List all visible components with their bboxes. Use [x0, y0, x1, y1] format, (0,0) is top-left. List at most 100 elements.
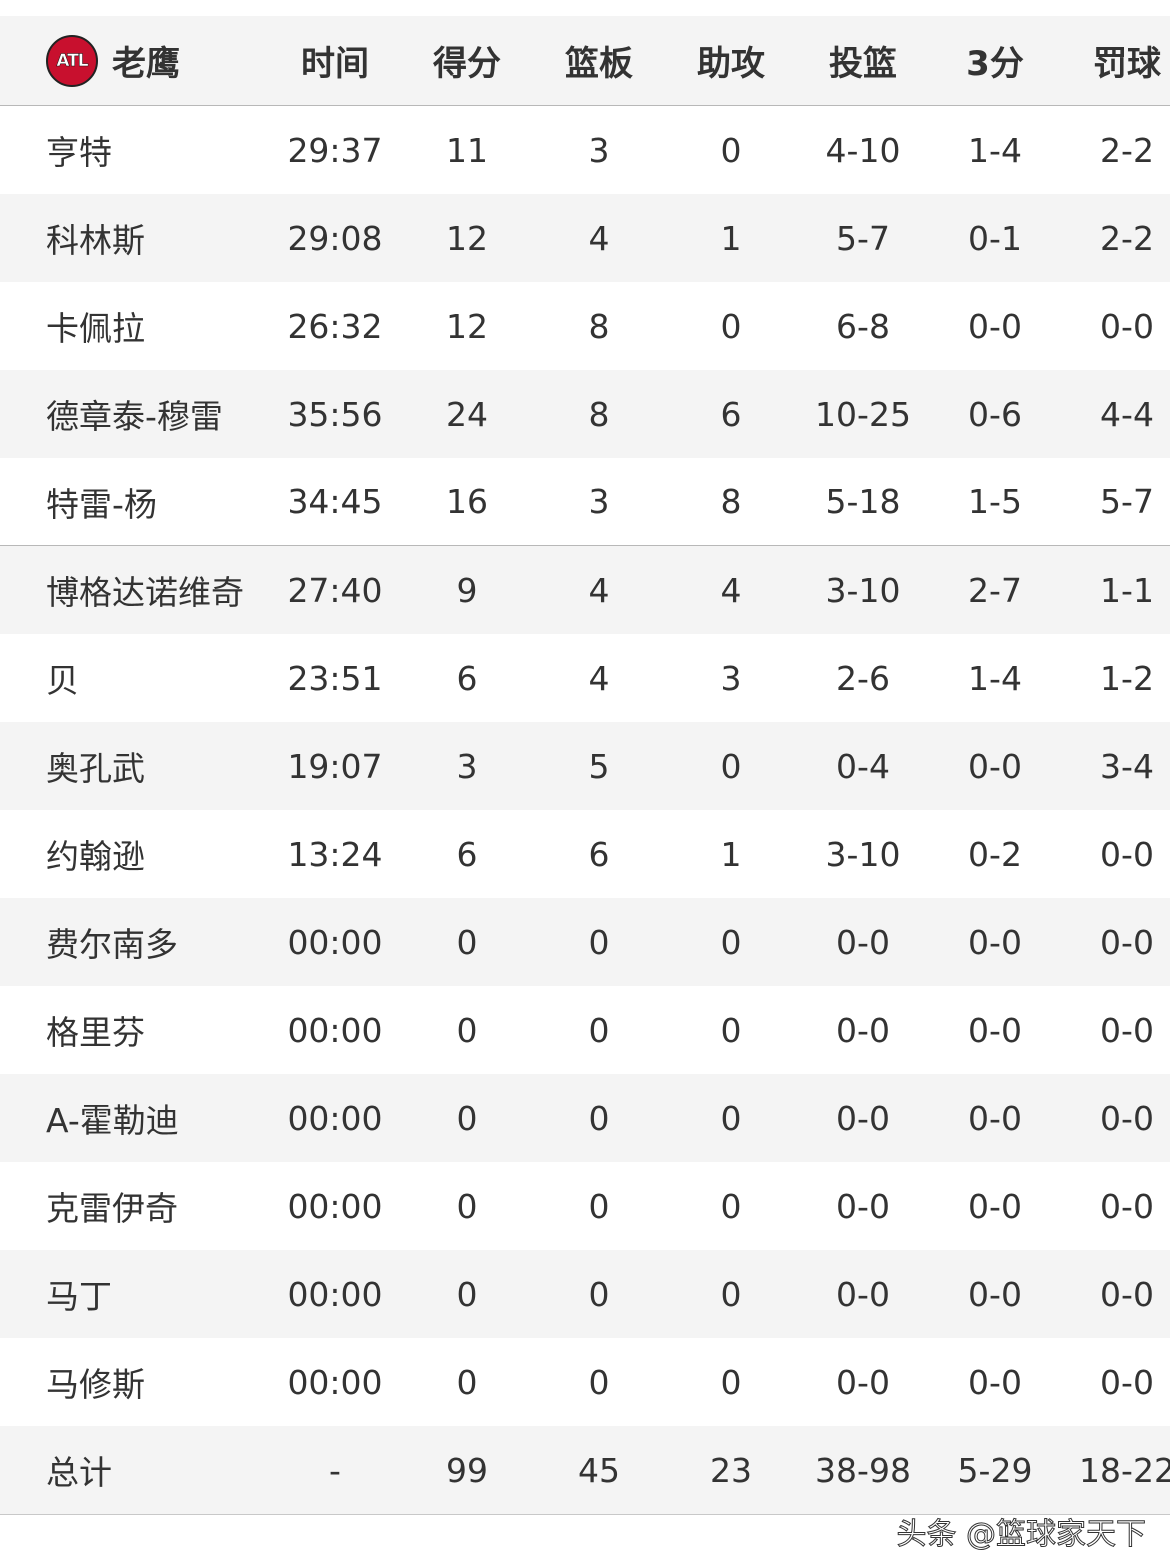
- table-row[interactable]: 克雷伊奇 00:00 0 0 0 0-0 0-0 0-0: [0, 1162, 1170, 1250]
- stat-cell: 3: [588, 130, 610, 170]
- stat-cell: 4: [588, 570, 610, 610]
- stat-cell: 6: [588, 834, 610, 874]
- team-logo-icon: ATL: [46, 34, 98, 87]
- stat-cell: 45: [578, 1450, 620, 1490]
- player-name[interactable]: 亨特: [46, 133, 112, 172]
- stat-cell: 0: [720, 1098, 742, 1138]
- player-name[interactable]: 卡佩拉: [46, 309, 145, 348]
- stat-cell: 0: [720, 1274, 742, 1314]
- table-row[interactable]: 马丁 00:00 0 0 0 0-0 0-0 0-0: [0, 1250, 1170, 1338]
- stat-cell: 1-4: [968, 658, 1022, 698]
- stat-cell: 6: [456, 834, 478, 874]
- stat-cell: 1: [720, 834, 742, 874]
- column-header[interactable]: 助攻: [697, 44, 765, 84]
- stat-cell: 12: [446, 306, 488, 346]
- stat-cell: 6: [456, 658, 478, 698]
- column-header[interactable]: 投篮: [829, 44, 897, 84]
- player-name[interactable]: 德章泰-穆雷: [46, 397, 223, 436]
- table-row[interactable]: 德章泰-穆雷 35:56 24 8 6 10-25 0-6 4-4: [0, 370, 1170, 458]
- stat-cell: 0-1: [968, 218, 1022, 258]
- stat-cell: 00:00: [287, 1186, 383, 1226]
- stat-cell: 5-7: [836, 218, 890, 258]
- stat-cell: 6-8: [836, 306, 890, 346]
- stat-cell: 0: [588, 1098, 610, 1138]
- table-row[interactable]: A-霍勒迪 00:00 0 0 0 0-0 0-0 0-0: [0, 1074, 1170, 1162]
- stat-cell: 0-0: [836, 1274, 890, 1314]
- stat-cell: 0-0: [1100, 1362, 1154, 1402]
- stat-cell: 3-4: [1100, 746, 1154, 786]
- player-name[interactable]: 克雷伊奇: [46, 1189, 178, 1228]
- table-row[interactable]: 费尔南多 00:00 0 0 0 0-0 0-0 0-0: [0, 898, 1170, 986]
- player-name[interactable]: 马丁: [46, 1277, 112, 1316]
- stat-cell: 26:32: [287, 306, 383, 346]
- stat-cell: 18-22: [1079, 1450, 1170, 1490]
- column-header[interactable]: 时间: [301, 44, 369, 84]
- table-row[interactable]: 科林斯 29:08 12 4 1 5-7 0-1 2-2: [0, 194, 1170, 282]
- stat-cell: 0-2: [968, 834, 1022, 874]
- stat-cell: 00:00: [287, 1010, 383, 1050]
- stat-cell: 0-0: [968, 1098, 1022, 1138]
- stat-cell: 0-0: [836, 1186, 890, 1226]
- stat-cell: 34:45: [287, 482, 383, 521]
- stat-cell: 0: [456, 1362, 478, 1402]
- player-name[interactable]: A-霍勒迪: [46, 1101, 179, 1140]
- column-header[interactable]: 篮板: [565, 44, 633, 84]
- stat-cell: 0: [720, 922, 742, 962]
- column-header[interactable]: 得分: [433, 44, 501, 84]
- stat-cell: 0: [456, 1010, 478, 1050]
- table-row[interactable]: 亨特 29:37 11 3 0 4-10 1-4 2-2: [0, 106, 1170, 194]
- stat-cell: 5-18: [825, 482, 901, 521]
- table-row[interactable]: 马修斯 00:00 0 0 0 0-0 0-0 0-0: [0, 1338, 1170, 1426]
- stat-cell: 35:56: [287, 394, 383, 434]
- player-name[interactable]: 奥孔武: [46, 749, 145, 788]
- table-row[interactable]: 奥孔武 19:07 3 5 0 0-4 0-0 3-4: [0, 722, 1170, 810]
- stat-cell: 8: [720, 482, 742, 521]
- table-header: ATL 老鹰 时间 得分 篮板 助攻 投篮 3分 罚球: [0, 16, 1170, 106]
- player-name[interactable]: 特雷-杨: [46, 484, 157, 524]
- stat-cell: 0-0: [1100, 1010, 1154, 1050]
- totals-label: 总计: [46, 1453, 112, 1492]
- stat-cell: 1: [720, 218, 742, 258]
- stat-cell: 5-7: [1100, 482, 1154, 521]
- stat-cell: 29:37: [287, 130, 383, 170]
- stat-cell: 00:00: [287, 1274, 383, 1314]
- totals-row[interactable]: 总计 - 99 45 23 38-98 5-29 18-22: [0, 1426, 1170, 1514]
- column-header[interactable]: 罚球: [1093, 44, 1161, 84]
- stat-cell: 0-0: [836, 1098, 890, 1138]
- stat-cell: 99: [446, 1450, 488, 1490]
- stat-cell: 0-0: [836, 1362, 890, 1402]
- table-row[interactable]: 贝 23:51 6 4 3 2-6 1-4 1-2: [0, 634, 1170, 722]
- table-body: 亨特 29:37 11 3 0 4-10 1-4 2-2 科林斯 29:08 12 4 1 5-7 0-1 2…: [0, 106, 1170, 1514]
- table-row[interactable]: 卡佩拉 26:32 12 8 0 6-8 0-0 0-0: [0, 282, 1170, 370]
- table-row[interactable]: 博格达诺维奇 27:40 9 4 4 3-10 2-7 1-1: [0, 546, 1170, 634]
- player-name[interactable]: 马修斯: [46, 1365, 145, 1404]
- stat-cell: 24: [446, 394, 488, 434]
- player-name[interactable]: 贝: [46, 661, 79, 700]
- stat-cell: 0: [588, 1010, 610, 1050]
- table-row[interactable]: 约翰逊 13:24 6 6 1 3-10 0-2 0-0: [0, 810, 1170, 898]
- stat-cell: 1-2: [1100, 658, 1154, 698]
- watermark-area: 头条 @篮球家天下: [0, 1515, 1170, 1555]
- stat-cell: 8: [588, 306, 610, 346]
- stat-cell: 0: [720, 1362, 742, 1402]
- column-header[interactable]: 3分: [966, 44, 1024, 84]
- stat-cell: 0: [456, 1098, 478, 1138]
- player-name[interactable]: 费尔南多: [46, 925, 178, 964]
- stat-cell: 4: [720, 570, 742, 610]
- stat-cell: 0: [456, 1186, 478, 1226]
- stat-cell: 0-0: [1100, 1098, 1154, 1138]
- player-name[interactable]: 约翰逊: [46, 837, 145, 876]
- stat-cell: 3-10: [825, 570, 901, 610]
- stat-cell: 0: [588, 922, 610, 962]
- player-name[interactable]: 科林斯: [46, 221, 145, 260]
- player-name[interactable]: 格里芬: [46, 1013, 145, 1052]
- table-row[interactable]: 特雷-杨 34:45 16 3 8 5-18 1-5 5-7: [0, 458, 1170, 546]
- stat-cell: 0: [456, 1274, 478, 1314]
- stat-cell: 9: [456, 570, 478, 610]
- player-name[interactable]: 博格达诺维奇: [46, 573, 244, 612]
- table-row[interactable]: 格里芬 00:00 0 0 0 0-0 0-0 0-0: [0, 986, 1170, 1074]
- stat-cell: 1-1: [1100, 570, 1154, 610]
- stat-cell: 00:00: [287, 1098, 383, 1138]
- top-gap: [0, 0, 1170, 16]
- stat-cell: 0: [588, 1274, 610, 1314]
